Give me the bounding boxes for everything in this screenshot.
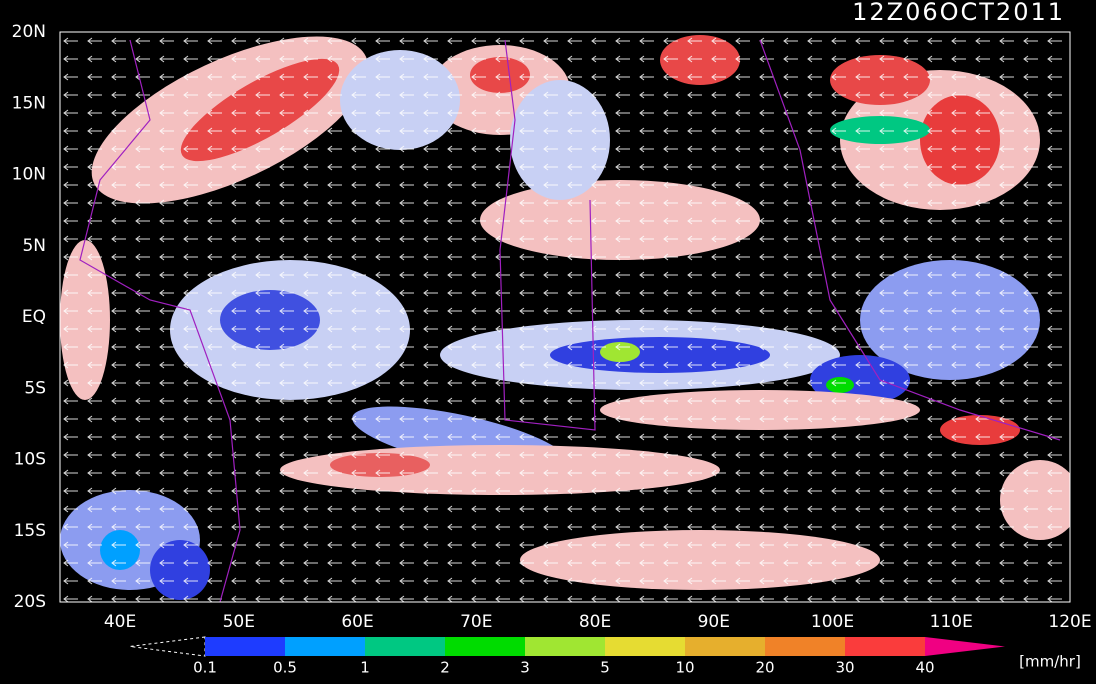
legend-label: 0.5	[273, 659, 297, 677]
lon-label: 40E	[104, 612, 136, 632]
lat-label: 20S	[14, 592, 46, 612]
legend-swatch	[205, 637, 285, 656]
legend-label: 40	[915, 659, 934, 677]
legend-unit: [mm/hr]	[1019, 653, 1081, 671]
tick-labels: 20N 15N 10N 5N EQ 5S 10S 15S 20S 40E 50E 60E 70E 80E 9…	[12, 22, 1092, 632]
legend-under-arrow	[129, 636, 206, 657]
lat-label: EQ	[22, 307, 46, 327]
map-title: 12Z06OCT2011	[852, 0, 1065, 26]
lat-label: 5N	[22, 236, 46, 256]
lon-label: 120E	[1048, 612, 1091, 632]
lat-label: 15S	[14, 521, 46, 541]
color-legend: 0.1 0.5 1 2 3 5 10 20 30 40 [mm/hr]	[129, 636, 1081, 677]
lon-label: 60E	[341, 612, 373, 632]
legend-over-arrow	[925, 637, 1005, 656]
legend-label: 2	[440, 659, 450, 677]
lat-label: 5S	[24, 378, 46, 398]
legend-swatch	[445, 637, 525, 656]
legend-label: 3	[520, 659, 530, 677]
lon-label: 90E	[698, 612, 730, 632]
legend-label: 0.1	[193, 659, 217, 677]
lon-label: 110E	[930, 612, 973, 632]
lon-label: 100E	[811, 612, 854, 632]
legend-swatch	[685, 637, 765, 656]
legend-swatch	[365, 637, 445, 656]
lon-label: 70E	[460, 612, 492, 632]
lat-label: 10S	[14, 450, 46, 470]
legend-swatch	[285, 637, 365, 656]
legend-label: 20	[755, 659, 774, 677]
legend-swatch	[765, 637, 845, 656]
legend-swatch	[845, 637, 925, 656]
legend-label: 30	[835, 659, 854, 677]
legend-swatch	[605, 637, 685, 656]
legend-swatch	[525, 637, 605, 656]
lon-label: 50E	[223, 612, 255, 632]
legend-label: 10	[675, 659, 694, 677]
lat-label: 15N	[12, 93, 46, 113]
lon-label: 80E	[579, 612, 611, 632]
legend-label: 5	[600, 659, 610, 677]
field	[60, 32, 1070, 602]
legend-label: 1	[360, 659, 370, 677]
plot-frame	[59, 31, 1071, 603]
lat-label: 20N	[12, 22, 46, 42]
lat-label: 10N	[12, 165, 46, 185]
